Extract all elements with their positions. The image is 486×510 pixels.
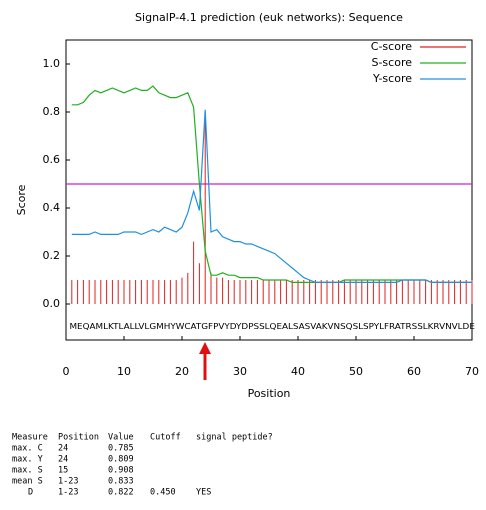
table-cell: D [28, 488, 33, 498]
table-cell: max. Y [12, 455, 43, 465]
table-cell: 1-23 [58, 488, 78, 498]
x-tick-label: 10 [117, 365, 131, 378]
table-header: Position [58, 433, 99, 443]
x-tick-label: 0 [63, 365, 70, 378]
x-tick-label: 50 [349, 365, 363, 378]
table-cell: 24 [58, 444, 68, 454]
table-cell: 0.908 [108, 466, 134, 476]
x-tick-label: 20 [175, 365, 189, 378]
x-tick-label: 60 [407, 365, 421, 378]
table-cell: YES [196, 488, 211, 498]
x-axis-label: Position [248, 387, 291, 400]
table-cell: max. S [12, 466, 43, 476]
table-cell: 15 [58, 466, 68, 476]
legend-label: S-score [371, 56, 412, 69]
score-line [71, 109, 472, 283]
table-cell: 0.785 [108, 444, 134, 454]
table-cell: 0.833 [108, 477, 134, 487]
y-tick-label: 0.0 [43, 297, 61, 310]
table-header: Measure [12, 433, 48, 443]
table-cell: mean S [12, 477, 43, 487]
legend-label: C-score [371, 40, 412, 53]
x-tick-label: 40 [291, 365, 305, 378]
y-tick-label: 0.6 [43, 153, 61, 166]
table-header: Cutoff [150, 433, 181, 443]
chart-title: SignalP-4.1 prediction (euk networks): S… [135, 11, 403, 24]
table-cell: 0.809 [108, 455, 134, 465]
legend-label: Y-score [372, 72, 412, 85]
cleavage-arrow [199, 342, 211, 380]
y-tick-label: 0.4 [43, 201, 61, 214]
x-tick-label: 70 [465, 365, 479, 378]
table-header: Value [108, 433, 134, 443]
table-header: signal peptide? [196, 433, 273, 443]
y-tick-label: 0.2 [43, 249, 61, 262]
y-tick-label: 0.8 [43, 105, 61, 118]
plot-frame [65, 39, 473, 341]
table-cell: 24 [58, 455, 68, 465]
sequence: MEQAMLKTLALLVLGMHYWCATGFPVYDYDPSSLQEALSA… [69, 322, 475, 331]
y-tick-label: 1.0 [43, 57, 61, 70]
x-tick-label: 30 [233, 365, 247, 378]
y-axis-label: Score [15, 184, 28, 215]
table-cell: max. C [12, 444, 43, 454]
table-cell: 0.822 [108, 488, 134, 498]
table-cell: 0.450 [150, 488, 176, 498]
table-cell: 1-23 [58, 477, 78, 487]
